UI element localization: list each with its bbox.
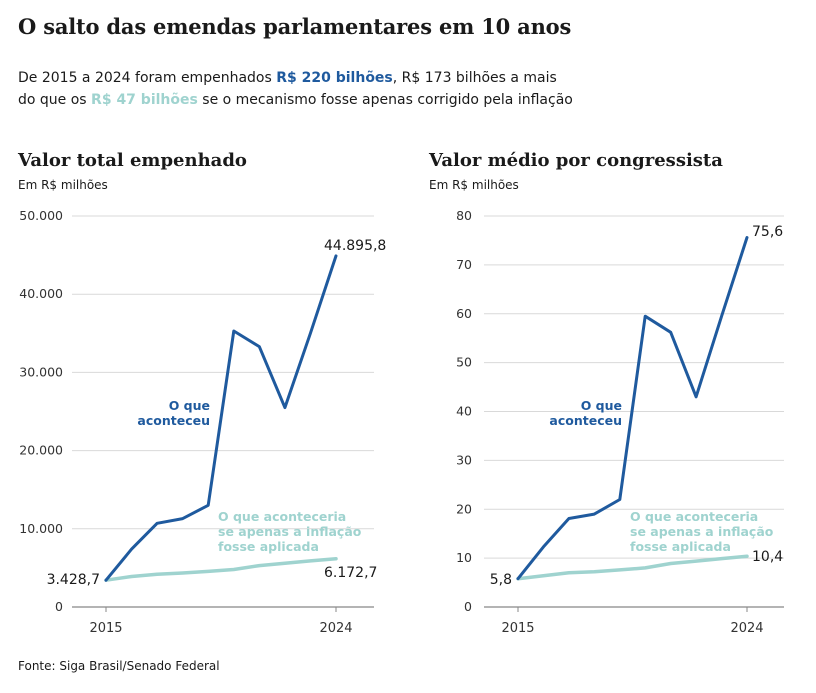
chart-1-annotation-actual: O que [169,398,210,413]
subtitle: De 2015 a 2024 foram empenhados R$ 220 b… [18,67,618,111]
chart-1-x-tick-label: 2024 [319,621,352,636]
subtitle-highlight-total: R$ 220 bilhões [276,70,393,86]
chart-1-end-value-inflation-label: 6.172,7 [324,565,377,581]
chart-2-y-tick-label: 70 [456,257,472,272]
chart-2-y-tick-label: 60 [456,306,472,321]
chart-1-annotation-inflation: fosse aplicada [218,539,319,554]
subtitle-text-2: , R$ 173 bilhões a mais [392,70,557,86]
source-note: Fonte: Siga Brasil/Senado Federal [18,659,220,673]
page-title: O salto das emendas parlamentares em 10 … [18,14,572,39]
chart-1-y-tick-label: 20.000 [19,443,63,458]
chart-1-y-tick-label: 30.000 [19,364,63,379]
chart-1-end-value-actual-label: 44.895,8 [324,238,386,254]
chart-2-annotation-actual: aconteceu [549,413,622,428]
chart-2-x-tick-label: 2024 [730,621,763,636]
chart-2-y-tick-label: 0 [464,599,472,614]
chart-1-y-tick-label: 40.000 [19,286,63,301]
chart-2-start-value-label: 5,8 [490,572,512,588]
chart-2-y-tick-label: 20 [456,501,472,516]
chart-1-annotation-inflation: O que aconteceria [218,509,346,524]
chart-2-y-tick-label: 30 [456,452,472,467]
chart-2-annotation-actual: O que [581,398,622,413]
chart-2-y-tick-label: 80 [456,208,472,223]
chart-1-series-inflation-line [104,556,338,582]
chart-2-series-actual-line [516,236,749,581]
chart-2-y-tick-label: 40 [456,404,472,419]
chart-1-series-actual-line [104,254,338,582]
subtitle-text-4: se o mecanismo fosse apenas corrigido pe… [197,92,573,108]
chart-1-y-tick-label: 0 [55,599,63,614]
chart-1-start-value-label: 3.428,7 [47,572,100,588]
chart-1-title: Valor total empenhado [18,150,247,171]
chart-1-y-tick-label: 10.000 [19,521,63,536]
chart-1-x-tick-label: 2015 [89,621,122,636]
subtitle-text-1: De 2015 a 2024 foram empenhados [18,70,277,86]
chart-2-title: Valor médio por congressista [429,150,723,171]
chart-2-end-value-inflation-label: 10,4 [752,549,783,565]
chart-2-annotation-inflation: se apenas a inflação [630,524,774,539]
chart-1-annotation-actual: aconteceu [137,413,210,428]
chart-2-annotation-inflation: O que aconteceria [630,509,758,524]
chart-2-y-tick-label: 10 [456,550,472,565]
subtitle-highlight-inflation: R$ 47 bilhões [91,92,198,108]
chart-2-unit: Em R$ milhões [429,178,519,192]
chart-2-x-tick-label: 2015 [501,621,534,636]
chart-2-annotation-inflation: fosse aplicada [630,539,731,554]
chart-2-y-tick-label: 50 [456,355,472,370]
chart-2-series-inflation-line [516,554,749,581]
chart-2-end-value-actual-label: 75,6 [752,224,783,240]
chart-1-y-tick-label: 50.000 [19,208,63,223]
chart-1-annotation-inflation: se apenas a inflação [218,524,362,539]
subtitle-text-3: do que os [18,92,92,108]
chart-1-unit: Em R$ milhões [18,178,108,192]
